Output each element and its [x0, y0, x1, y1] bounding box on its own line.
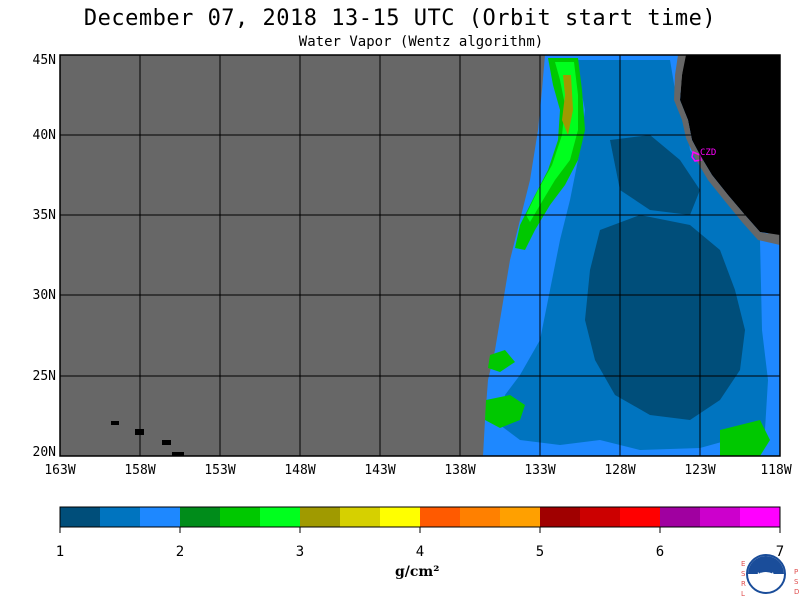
lat-label: 35N [33, 208, 56, 223]
colorbar [59, 506, 781, 528]
swath-olive-core [562, 75, 573, 135]
psd-text: P S D [794, 568, 799, 596]
colorbar-swatch [460, 507, 500, 527]
logo-psd-letter: P [794, 568, 798, 576]
lat-label: 40N [33, 128, 56, 143]
lon-label: 128W [604, 463, 635, 478]
colorbar-swatch [500, 507, 540, 527]
colorbar-labels: 1 2 3 4 5 6 7 [56, 527, 784, 560]
logo-esrl-letter: S [741, 570, 746, 578]
colorbar-swatch [60, 507, 100, 527]
colorbar-swatch [700, 507, 740, 527]
lon-label: 163W [44, 463, 75, 478]
coastal-no-data [674, 55, 780, 245]
land-mass [680, 55, 780, 235]
lon-label: 158W [124, 463, 155, 478]
colorbar-tick-label: 2 [176, 544, 184, 560]
lon-label: 138W [444, 463, 475, 478]
colorbar-tick-label: 4 [416, 544, 424, 560]
colorbar-swatch [380, 507, 420, 527]
colorbar-swatch [340, 507, 380, 527]
swath-green-south-3 [720, 420, 770, 456]
colorbar-tick-label: 7 [776, 544, 784, 560]
swath-dark-blue-1 [585, 215, 745, 420]
map-subtitle: Water Vapor (Wentz algorithm) [298, 34, 544, 50]
colorbar-tick-label: 6 [656, 544, 664, 560]
colorbar-swatch [260, 507, 300, 527]
colorbar-tick-label: 1 [56, 544, 64, 560]
map-title: December 07, 2018 13-15 UTC (Orbit start… [83, 6, 717, 31]
colorbar-swatch [300, 507, 340, 527]
colorbar-swatch [620, 507, 660, 527]
lon-label: 148W [284, 463, 315, 478]
lat-lon-grid [60, 55, 780, 456]
lat-label: 45N [33, 53, 56, 68]
lon-label: 133W [524, 463, 555, 478]
esrl-text: E S R L [741, 560, 746, 598]
lat-label: 30N [33, 288, 56, 303]
lon-label: 118W [760, 463, 791, 478]
map-plot-area: CZD [59, 54, 781, 457]
station-label: CZD [700, 148, 716, 158]
colorbar-tick-label: 5 [536, 544, 544, 560]
lat-label: 25N [33, 369, 56, 384]
colorbar-unit: g/cm² [395, 564, 440, 580]
lon-label: 123W [684, 463, 715, 478]
map-frame [59, 54, 781, 457]
lon-labels: 163W 158W 153W 148W 143W 138W 133W 128W … [44, 463, 791, 478]
colorbar-swatch [660, 507, 700, 527]
swath-green-south-2 [488, 350, 515, 372]
colorbar-swatch [580, 507, 620, 527]
colorbar-swatch [540, 507, 580, 527]
noaa-logo: NOAA [746, 554, 786, 594]
logo-esrl-letter: L [741, 590, 745, 598]
logo-esrl-letter: R [741, 580, 746, 588]
lat-label: 20N [33, 445, 56, 460]
lon-label: 143W [364, 463, 395, 478]
colorbar-swatch [740, 507, 780, 527]
colorbar-swatch [140, 507, 180, 527]
logo-center-text: NOAA [757, 572, 775, 579]
colorbar-swatch [420, 507, 460, 527]
station-marker-czd: CZD [691, 148, 716, 162]
colorbar-tick-label: 3 [296, 544, 304, 560]
logo-psd-letter: D [794, 588, 799, 596]
logo-esrl-letter: E [741, 560, 745, 568]
colorbar-swatch [100, 507, 140, 527]
lon-label: 153W [204, 463, 235, 478]
swath-dark-blue-2 [610, 135, 700, 215]
swath-green-south-1 [485, 395, 525, 428]
colorbar-swatch [180, 507, 220, 527]
logo-psd-letter: S [794, 578, 799, 586]
colorbar-swatch [220, 507, 260, 527]
lat-labels: 45N 40N 35N 30N 25N 20N [33, 53, 56, 460]
